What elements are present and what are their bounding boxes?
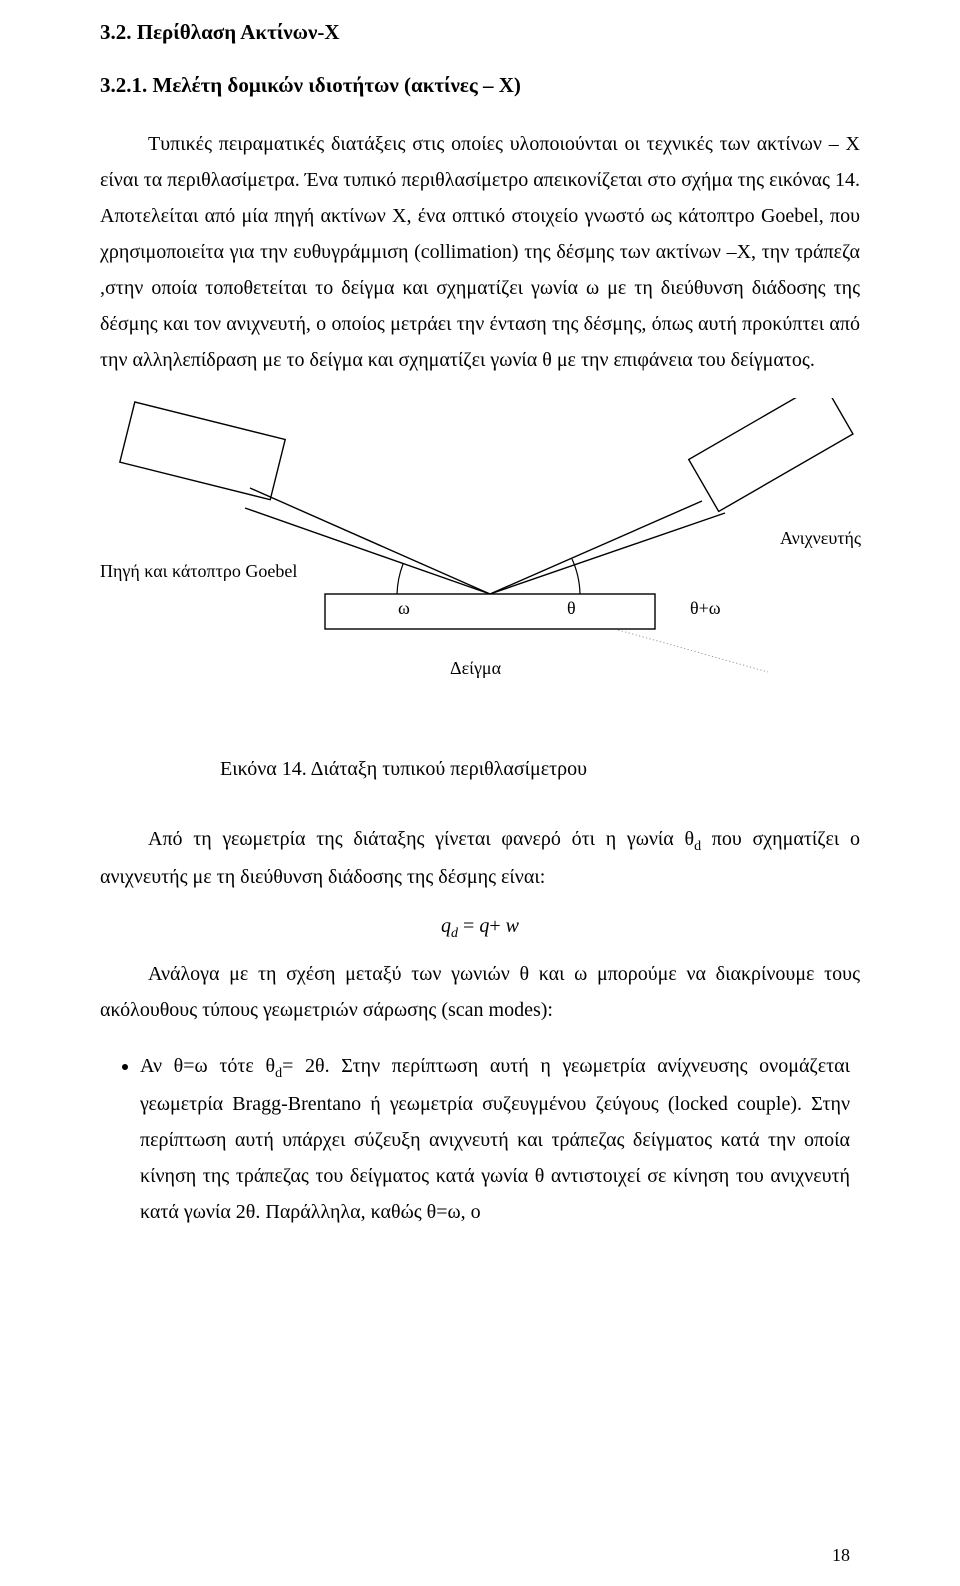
eq-q2: q — [479, 915, 489, 937]
equation-theta-d: qd = q+ w — [100, 915, 860, 942]
scan-modes-list: Αν θ=ω τότε θd= 2θ. Στην περίπτωση αυτή … — [100, 1048, 860, 1230]
paragraph-scan-modes: Ανάλογα με τη σχέση μεταξύ των γωνιών θ … — [100, 956, 860, 1028]
text-fragment: = 2θ. Στην περίπτωση αυτή η γεωμετρία αν… — [140, 1055, 850, 1223]
eq-equals: = — [458, 915, 479, 937]
list-item: Αν θ=ω τότε θd= 2θ. Στην περίπτωση αυτή … — [140, 1048, 860, 1230]
paragraph-geometry: Από τη γεωμετρία της διάταξης γίνεται φα… — [100, 821, 860, 895]
page-number: 18 — [832, 1545, 850, 1566]
text-fragment: Από τη γεωμετρία της διάταξης γίνεται φα… — [148, 828, 694, 850]
label-detector: Ανιχνευτής — [780, 528, 861, 549]
page: 3.2. Περίθλαση Ακτίνων-Χ 3.2.1. Μελέτη δ… — [0, 0, 960, 1586]
eq-plus: + — [489, 915, 505, 937]
diffractometer-diagram: Πηγή και κάτοπτρο Goebel Ανιχνευτής ω θ … — [100, 398, 860, 728]
eq-q: q — [441, 915, 451, 937]
heading-section-3-2: 3.2. Περίθλαση Ακτίνων-Χ — [100, 20, 860, 45]
eq-sub-d: d — [451, 926, 458, 941]
label-source: Πηγή και κάτοπτρο Goebel — [100, 561, 297, 582]
heading-section-3-2-1: 3.2.1. Μελέτη δομικών ιδιοτήτων (ακτίνες… — [100, 73, 860, 98]
label-theta: θ — [567, 598, 576, 619]
label-sample: Δείγμα — [450, 658, 501, 679]
figure-caption: Εικόνα 14. Διάταξη τυπικού περιθλασίμετρ… — [220, 758, 860, 781]
text-fragment: Αν θ=ω τότε θ — [140, 1055, 275, 1077]
eq-w: w — [506, 915, 519, 937]
label-theta-plus-omega: θ+ω — [690, 598, 721, 619]
label-omega: ω — [398, 598, 410, 619]
paragraph-intro: Τυπικές πειραματικές διατάξεις στις οποί… — [100, 126, 860, 378]
